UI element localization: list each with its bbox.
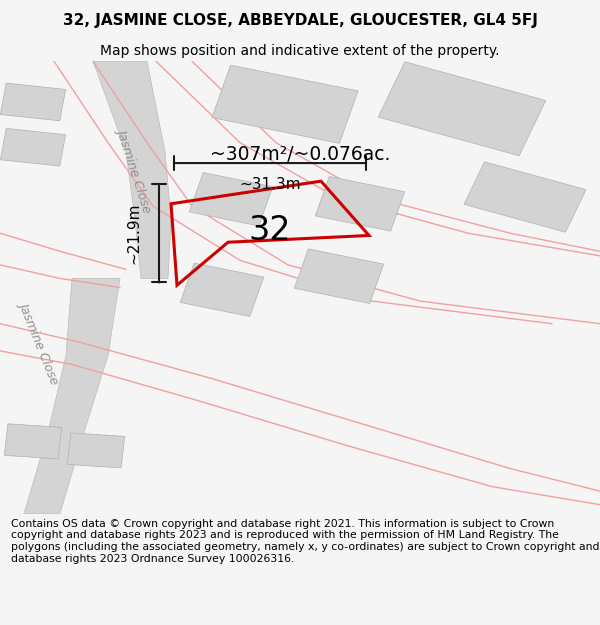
Polygon shape <box>295 249 383 304</box>
Polygon shape <box>67 433 125 468</box>
Polygon shape <box>464 162 586 232</box>
Text: 32: 32 <box>248 214 292 248</box>
Polygon shape <box>93 61 171 279</box>
Text: Contains OS data © Crown copyright and database right 2021. This information is : Contains OS data © Crown copyright and d… <box>11 519 599 564</box>
Polygon shape <box>1 83 65 121</box>
Text: Map shows position and indicative extent of the property.: Map shows position and indicative extent… <box>100 44 500 58</box>
Polygon shape <box>4 424 62 459</box>
Polygon shape <box>1 128 65 166</box>
Polygon shape <box>24 279 120 514</box>
Text: 32, JASMINE CLOSE, ABBEYDALE, GLOUCESTER, GL4 5FJ: 32, JASMINE CLOSE, ABBEYDALE, GLOUCESTER… <box>62 14 538 29</box>
Polygon shape <box>180 263 264 316</box>
Polygon shape <box>378 62 546 156</box>
Text: Jasmine Close: Jasmine Close <box>115 126 155 213</box>
Text: ~31.3m: ~31.3m <box>239 177 301 192</box>
Text: Jasmine Close: Jasmine Close <box>17 299 61 384</box>
Polygon shape <box>189 173 273 226</box>
Polygon shape <box>212 65 358 143</box>
Text: ~307m²/~0.076ac.: ~307m²/~0.076ac. <box>210 144 390 164</box>
Polygon shape <box>316 176 404 231</box>
Text: ~21.9m: ~21.9m <box>126 202 141 264</box>
